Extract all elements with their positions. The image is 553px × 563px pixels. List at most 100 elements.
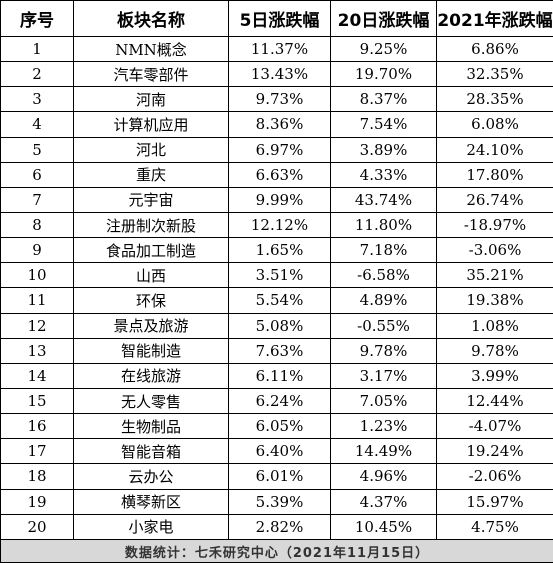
table-row: 2 汽车零部件 13.43% 19.70% 32.35% <box>0 61 553 88</box>
change-20d-cell: -0.55% <box>330 312 437 339</box>
change-20d-cell: 9.25% <box>330 35 437 63</box>
change-2021-cell: 35.21% <box>436 262 553 289</box>
change-2021-cell: 1.08% <box>436 312 553 339</box>
sector-name-cell: 小家电 <box>73 513 229 541</box>
row-index-cell: 1 <box>0 35 74 63</box>
change-2021-cell: 9.78% <box>436 337 553 364</box>
table-row: 3 河南 9.73% 8.37% 28.35% <box>0 86 553 113</box>
table-row: 14 在线旅游 6.11% 3.17% 3.99% <box>0 362 553 389</box>
change-2021-cell: 24.10% <box>436 136 553 163</box>
change-5d-cell: 6.11% <box>228 362 331 389</box>
sector-name-cell: 无人零售 <box>73 387 229 415</box>
sector-name-cell: 食品加工制造 <box>73 237 229 264</box>
row-index-cell: 18 <box>0 463 74 490</box>
header-20d-change: 20日涨跌幅 <box>330 0 437 37</box>
change-5d-cell: 6.63% <box>228 161 331 188</box>
change-2021-cell: 32.35% <box>436 61 553 88</box>
row-index-cell: 19 <box>0 488 74 515</box>
row-index-cell: 12 <box>0 312 74 339</box>
row-index-cell: 16 <box>0 413 74 440</box>
sector-name-cell: 环保 <box>73 287 229 314</box>
data-source-note: 数据统计：七禾研究中心（2021年11月15日） <box>0 539 553 563</box>
change-2021-cell: 4.75% <box>436 513 553 541</box>
table-row: 18 云办公 6.01% 4.96% -2.06% <box>0 463 553 490</box>
table-row: 17 智能音箱 6.40% 14.49% 19.24% <box>0 438 553 465</box>
change-20d-cell: 10.45% <box>330 513 437 541</box>
change-5d-cell: 9.73% <box>228 86 331 113</box>
change-20d-cell: 9.78% <box>330 337 437 364</box>
change-20d-cell: 3.17% <box>330 362 437 389</box>
table-row: 9 食品加工制造 1.65% 7.18% -3.06% <box>0 237 553 264</box>
change-20d-cell: 4.96% <box>330 463 437 490</box>
sector-name-cell: 在线旅游 <box>73 362 229 389</box>
change-5d-cell: 6.05% <box>228 413 331 440</box>
change-20d-cell: 1.23% <box>330 413 437 440</box>
change-2021-cell: 19.24% <box>436 438 553 465</box>
table-row: 11 环保 5.54% 4.89% 19.38% <box>0 287 553 314</box>
change-5d-cell: 13.43% <box>228 61 331 88</box>
change-2021-cell: -18.97% <box>436 211 553 239</box>
change-20d-cell: 7.05% <box>330 387 437 415</box>
change-5d-cell: 1.65% <box>228 237 331 264</box>
sector-name-cell: 横琴新区 <box>73 488 229 515</box>
change-5d-cell: 9.99% <box>228 186 331 213</box>
sector-name-cell: 景点及旅游 <box>73 312 229 339</box>
change-2021-cell: 6.08% <box>436 111 553 138</box>
change-2021-cell: 26.74% <box>436 186 553 213</box>
change-5d-cell: 2.82% <box>228 513 331 541</box>
table-row: 20 小家电 2.82% 10.45% 4.75% <box>0 513 553 541</box>
row-index-cell: 15 <box>0 387 74 415</box>
row-index-cell: 5 <box>0 136 74 163</box>
change-5d-cell: 6.40% <box>228 438 331 465</box>
change-20d-cell: 4.37% <box>330 488 437 515</box>
change-5d-cell: 5.39% <box>228 488 331 515</box>
sector-name-cell: 云办公 <box>73 463 229 490</box>
change-5d-cell: 6.24% <box>228 387 331 415</box>
change-2021-cell: -4.07% <box>436 413 553 440</box>
table-row: 15 无人零售 6.24% 7.05% 12.44% <box>0 387 553 415</box>
change-2021-cell: 17.80% <box>436 161 553 188</box>
change-20d-cell: 4.33% <box>330 161 437 188</box>
table-row: 19 横琴新区 5.39% 4.37% 15.97% <box>0 488 553 515</box>
row-index-cell: 4 <box>0 111 74 138</box>
change-2021-cell: 3.99% <box>436 362 553 389</box>
sector-name-cell: 智能制造 <box>73 337 229 364</box>
change-20d-cell: 3.89% <box>330 136 437 163</box>
table-row: 12 景点及旅游 5.08% -0.55% 1.08% <box>0 312 553 339</box>
change-5d-cell: 5.54% <box>228 287 331 314</box>
change-20d-cell: 7.54% <box>330 111 437 138</box>
change-20d-cell: 7.18% <box>330 237 437 264</box>
change-5d-cell: 11.37% <box>228 35 331 63</box>
change-5d-cell: 12.12% <box>228 211 331 239</box>
sector-name-cell: NMN概念 <box>73 35 229 63</box>
row-index-cell: 13 <box>0 337 74 364</box>
header-2021-change: 2021年涨跌幅 <box>436 0 553 37</box>
sector-name-cell: 计算机应用 <box>73 111 229 138</box>
table-header-row: 序号 板块名称 5日涨跌幅 20日涨跌幅 2021年涨跌幅 <box>0 0 553 37</box>
header-index: 序号 <box>0 0 74 37</box>
sector-name-cell: 河南 <box>73 86 229 113</box>
change-20d-cell: 4.89% <box>330 287 437 314</box>
row-index-cell: 2 <box>0 61 74 88</box>
table-row: 1 NMN概念 11.37% 9.25% 6.86% <box>0 35 553 63</box>
sector-name-cell: 元宇宙 <box>73 186 229 213</box>
change-2021-cell: 12.44% <box>436 387 553 415</box>
row-index-cell: 8 <box>0 211 74 239</box>
table-row: 8 注册制次新股 12.12% 11.80% -18.97% <box>0 211 553 239</box>
table-row: 10 山西 3.51% -6.58% 35.21% <box>0 262 553 289</box>
table-row: 4 计算机应用 8.36% 7.54% 6.08% <box>0 111 553 138</box>
header-sector-name: 板块名称 <box>73 0 229 37</box>
change-5d-cell: 5.08% <box>228 312 331 339</box>
table-row: 6 重庆 6.63% 4.33% 17.80% <box>0 161 553 188</box>
table-row: 16 生物制品 6.05% 1.23% -4.07% <box>0 413 553 440</box>
change-2021-cell: -3.06% <box>436 237 553 264</box>
change-20d-cell: 19.70% <box>330 61 437 88</box>
sector-name-cell: 汽车零部件 <box>73 61 229 88</box>
change-5d-cell: 7.63% <box>228 337 331 364</box>
change-5d-cell: 6.97% <box>228 136 331 163</box>
table-row: 7 元宇宙 9.99% 43.74% 26.74% <box>0 186 553 213</box>
change-2021-cell: 28.35% <box>436 86 553 113</box>
change-2021-cell: 19.38% <box>436 287 553 314</box>
change-20d-cell: 8.37% <box>330 86 437 113</box>
